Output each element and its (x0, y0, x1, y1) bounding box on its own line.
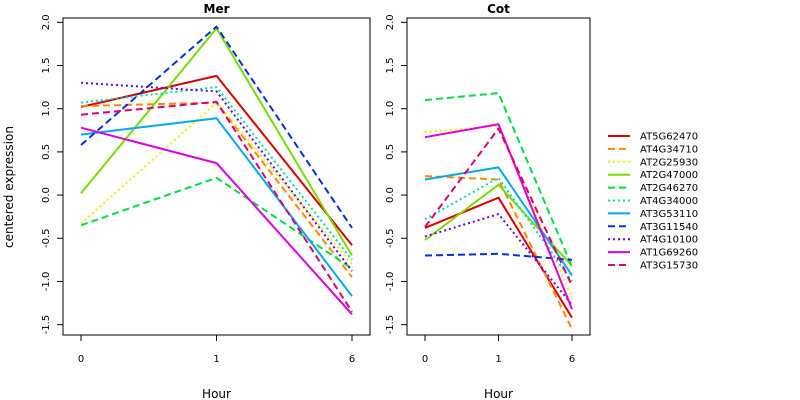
legend-item: AT4G34710 (608, 144, 698, 155)
series-line-at2g46270 (80, 176, 353, 270)
legend-label: AT5G62470 (640, 132, 698, 143)
y-tick-label: -0.5 (41, 229, 52, 249)
y-tick-label: 0.0 (41, 187, 52, 203)
x-tick-label: 1 (495, 354, 501, 365)
legend-item: AT1G69260 (608, 248, 698, 259)
y-axis-title: centered expression (2, 126, 16, 248)
y-tick-label: -1.0 (41, 272, 52, 292)
legend-item: AT3G53110 (608, 209, 698, 220)
panel-title: Cot (487, 2, 510, 16)
series-line-at4g34000 (80, 86, 353, 261)
series-line-at4g34710 (424, 175, 573, 330)
y-tick-label: -1.5 (41, 315, 52, 335)
legend-item: AT2G47000 (608, 170, 698, 181)
x-tick-label: 6 (349, 354, 355, 365)
series-line-at3g11540 (80, 25, 353, 229)
y-axis-title-group: centered expression (2, 126, 16, 248)
series-line-at5g62470 (424, 196, 573, 319)
plot-frame (62, 17, 371, 336)
y-tick-label: 1.5 (41, 58, 52, 74)
series-line-at2g47000 (80, 27, 353, 257)
y-tick-label: 2.0 (41, 14, 52, 30)
legend-item: AT3G11540 (608, 222, 698, 233)
panel-cot: Cot -1.5 -1.0 -0.5 0.0 0.5 1.0 1.5 2.0 0 1 6 Hour (385, 2, 591, 400)
series-group (424, 92, 573, 330)
legend-label: AT2G46270 (640, 183, 698, 194)
series-line-at4g10100 (80, 81, 353, 272)
series-line-at1g69260 (80, 126, 353, 315)
legend-label: AT3G53110 (640, 209, 698, 220)
legend-label: AT4G34000 (640, 196, 698, 207)
x-tick-label: 6 (569, 354, 575, 365)
y-tick-label: 1.5 (385, 58, 396, 74)
legend-label: AT2G25930 (640, 157, 698, 168)
series-line-at3g15730 (80, 100, 353, 313)
legend-label: AT3G11540 (640, 222, 698, 233)
legend-item: AT5G62470 (608, 132, 698, 143)
y-tick-label: 2.0 (385, 14, 396, 30)
series-group (80, 25, 353, 315)
x-tick-label: 0 (78, 354, 84, 365)
x-tick-label: 0 (422, 354, 428, 365)
series-line-at3g53110 (80, 117, 353, 297)
x-tick-label: 1 (213, 354, 219, 365)
legend-item: AT4G10100 (608, 235, 698, 246)
y-tick-label: -0.5 (385, 229, 396, 249)
y-tick-label: 0.5 (385, 144, 396, 160)
panel-title: Mer (204, 2, 230, 16)
series-line-at2g25930 (80, 101, 353, 265)
panel-mer: Mer -1.5 -1.0 -0.5 0.0 0.5 1.0 1.5 2.0 0 1 6 Hour (41, 2, 371, 400)
legend-label: AT4G34710 (640, 144, 698, 155)
series-line-at2g46270 (424, 92, 573, 268)
legend-item: AT2G46270 (608, 183, 698, 194)
series-line-at4g10100 (424, 213, 573, 306)
x-axis-title: Hour (484, 387, 513, 400)
y-tick-label: 1.0 (41, 101, 52, 117)
series-line-at3g15730 (424, 127, 573, 287)
y-tick-label: -1.0 (385, 272, 396, 292)
series-line-at3g53110 (424, 166, 573, 276)
legend-item: AT4G34000 (608, 196, 698, 207)
legend-label: AT4G10100 (640, 235, 698, 246)
y-tick-label: 0.5 (41, 144, 52, 160)
legend-label: AT1G69260 (640, 248, 698, 259)
y-tick-label: 0.0 (385, 187, 396, 203)
series-line-at3g11540 (424, 252, 573, 261)
y-tick-label: 1.0 (385, 101, 396, 117)
legend-item: AT2G25930 (608, 157, 698, 168)
legend-item: AT3G15730 (608, 261, 698, 272)
legend-label: AT2G47000 (640, 170, 698, 181)
y-tick-label: -1.5 (385, 315, 396, 335)
series-line-at4g34000 (424, 176, 573, 282)
legend-label: AT3G15730 (640, 261, 698, 272)
x-axis-title: Hour (202, 387, 231, 400)
series-line-at1g69260 (424, 123, 573, 310)
panels-layer: Mer-1.5-1.0-0.50.00.51.01.52.00 1 6HourCot… (41, 2, 591, 400)
